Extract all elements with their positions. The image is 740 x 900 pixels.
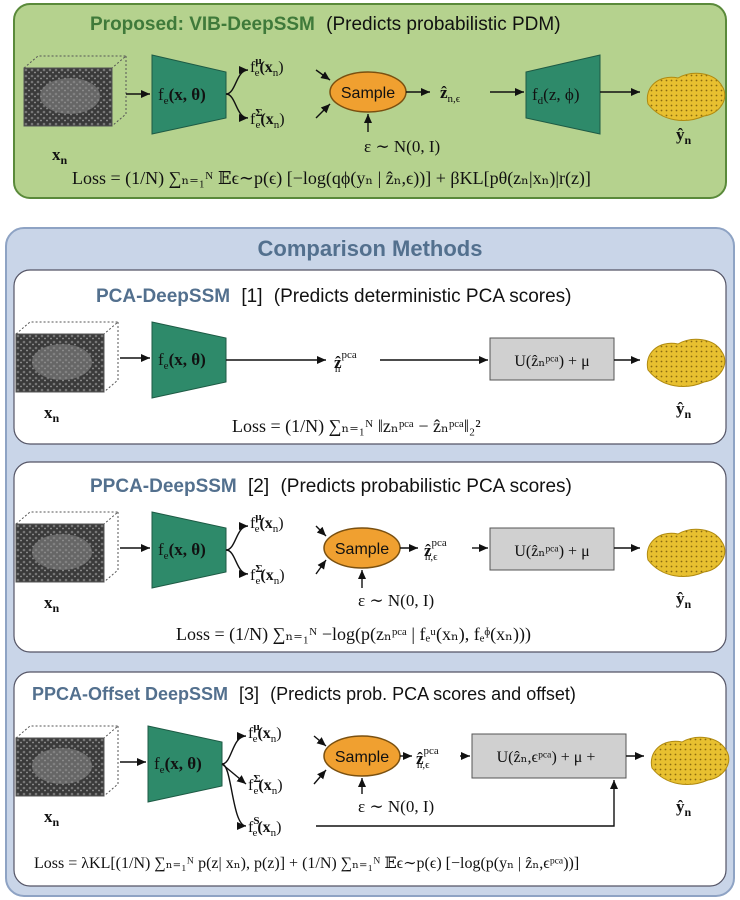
pca-encoder <box>151 321 227 399</box>
comparison-title: Comparison Methods <box>258 236 483 261</box>
offset-panel <box>13 671 727 887</box>
pca-z-hat: ẑpca n <box>334 349 357 375</box>
proposed-subtitle: (Predicts probabilistic PDM) <box>326 14 560 35</box>
proposed-encoder <box>151 54 227 135</box>
offset-encoder <box>147 725 223 803</box>
ppca-reconstruction-box <box>489 527 615 571</box>
proposed-loss: Loss = (1/N) ∑ₙ₌₁ᴺ 𝔼ϵ∼p(ϵ) [−log(qϕ(yₙ |… <box>72 168 591 189</box>
offset-mu-output: fμ e(xn) <box>248 721 282 745</box>
proposed-decoder <box>525 54 601 135</box>
ppca-epsilon: ε ∼ N(0, I) <box>358 591 434 610</box>
ppca-subtitle: (Predicts probabilistic PCA scores) <box>280 476 571 497</box>
pca-title-line: PCA-DeepSSM [1] (Predicts deterministic … <box>96 286 572 307</box>
offset-sigma-output: fΣ e(xn) <box>248 773 283 797</box>
offset-loss: Loss = λKL[(1/N) ∑ₙ₌₁ᴺ p(z| xₙ), p(z)] +… <box>34 855 579 872</box>
offset-title: PPCA-Offset DeepSSM <box>32 684 228 704</box>
proposed-title: Proposed: VIB-DeepSSM <box>90 14 315 35</box>
proposed-input-label: xn <box>52 145 68 167</box>
proposed-title-line: Proposed: VIB-DeepSSM (Predicts probabil… <box>90 14 561 35</box>
proposed-sigma-output: fΣ e(xn) <box>250 107 285 131</box>
ppca-mu-output: fμ e(xn) <box>250 511 284 535</box>
offset-sample-label: Sample <box>335 749 389 766</box>
ppca-encoder <box>151 511 227 589</box>
ppca-sigma-output: fΣ e(xn) <box>250 563 285 587</box>
ppca-title-line: PPCA-DeepSSM [2] (Predicts probabilistic… <box>90 476 572 497</box>
proposed-output-label: ŷn <box>676 125 692 147</box>
pca-title: PCA-DeepSSM <box>96 286 230 307</box>
ppca-title: PPCA-DeepSSM <box>90 476 237 497</box>
ppca-reconstruction-label: U(ẑₙᵖᶜᵃ) + μ <box>514 543 589 560</box>
pca-encoder-label: fe(x, θ) <box>158 350 206 372</box>
proposed-encoder-label: fe(x, θ) <box>158 85 206 107</box>
ppca-encoder-label: fe(x, θ) <box>158 540 206 562</box>
offset-s-output: fS e(xn) <box>248 815 282 839</box>
pca-reconstruction-label: U(ẑₙᵖᶜᵃ) + μ <box>514 353 589 370</box>
offset-reconstruction-box <box>471 733 627 779</box>
proposed-epsilon: ε ∼ N(0, I) <box>364 137 440 156</box>
ppca-output-shape-icon <box>646 528 726 577</box>
pca-loss: Loss = (1/N) ∑ₙ₌₁ᴺ ‖zₙᵖᶜᵃ − ẑₙᵖᶜᵃ‖₂² <box>232 416 481 437</box>
pca-reconstruction-box <box>489 337 615 381</box>
proposed-mu-output: fμ e(xn) <box>250 55 284 79</box>
offset-title-line: PPCA-Offset DeepSSM [3] (Predicts prob. … <box>32 684 576 704</box>
proposed-sample-label: Sample <box>341 85 395 102</box>
pca-output-shape-icon <box>646 338 726 387</box>
pca-subtitle: (Predicts deterministic PCA scores) <box>274 286 572 307</box>
ppca-sample-label: Sample <box>335 541 389 558</box>
proposed-output-shape-icon <box>646 72 726 121</box>
proposed-decoder-label: fd(z, ϕ) <box>532 85 580 107</box>
offset-encoder-label: fe(x, θ) <box>154 754 202 776</box>
offset-reconstruction-label: U(ẑₙ,ϵᵖᶜᵃ) + μ + <box>497 749 596 766</box>
proposed-z-hat: ẑn,ϵ <box>440 83 461 105</box>
offset-epsilon: ε ∼ N(0, I) <box>358 797 434 816</box>
offset-subtitle: (Predicts prob. PCA scores and offset) <box>270 684 576 704</box>
offset-output-shape-icon <box>650 736 730 785</box>
ppca-loss: Loss = (1/N) ∑ₙ₌₁ᴺ −log(p(zₙᵖᶜᵃ | fₑᵘ(xₙ… <box>176 624 531 645</box>
pca-panel <box>13 269 727 445</box>
